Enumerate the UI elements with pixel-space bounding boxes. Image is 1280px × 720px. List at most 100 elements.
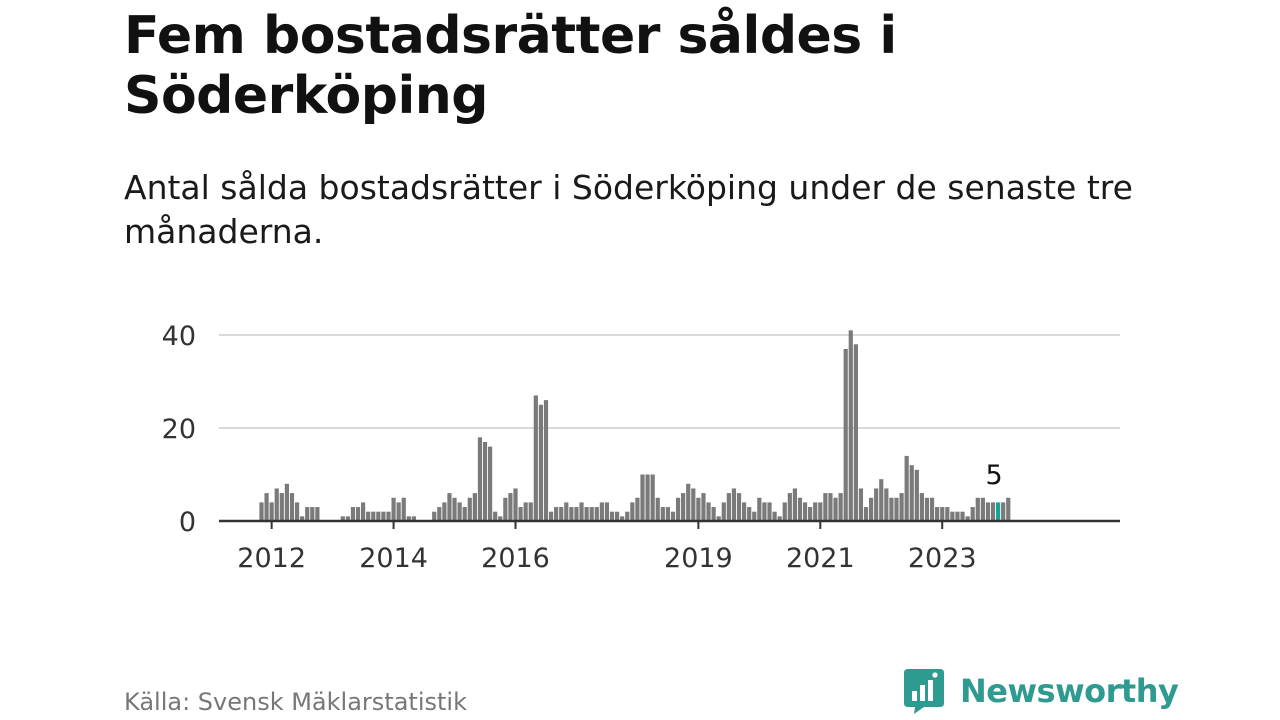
bar [823, 493, 828, 521]
bar [528, 502, 533, 521]
bar [503, 497, 508, 521]
bar [721, 502, 726, 521]
bar [731, 488, 737, 521]
bar [599, 502, 604, 521]
bar [950, 511, 955, 521]
bar [411, 516, 416, 521]
bar [960, 511, 965, 521]
x-tick-label: 2019 [664, 543, 733, 574]
chart-subtitle: Antal sålda bostadsrätter i Söderköping … [124, 168, 1133, 251]
bar [574, 507, 579, 521]
bar [401, 497, 406, 521]
bar [1001, 502, 1006, 521]
bar [615, 511, 620, 521]
bar [701, 493, 706, 521]
bar [828, 493, 833, 521]
bar [858, 488, 864, 521]
bar [787, 493, 792, 521]
bar [838, 493, 843, 521]
bar [853, 344, 858, 521]
bar [442, 502, 447, 521]
highlight-bar [996, 502, 1001, 521]
bar [818, 502, 823, 521]
bar [716, 516, 721, 521]
bar [681, 493, 686, 521]
bar [493, 511, 498, 521]
source-note: Källa: Svensk Mäklarstatistik [124, 688, 467, 716]
bar [538, 404, 543, 521]
bar [543, 400, 549, 521]
bar [609, 511, 615, 521]
bar [305, 507, 310, 521]
bar [797, 497, 803, 521]
bar [300, 516, 305, 521]
bar [736, 493, 742, 521]
bar [767, 502, 772, 521]
bar [970, 507, 975, 521]
bar [869, 497, 874, 521]
bar [345, 516, 350, 521]
bar [391, 497, 396, 521]
bar [350, 507, 356, 521]
bar [640, 474, 645, 521]
bar [604, 502, 610, 521]
bar [833, 497, 838, 521]
bar [284, 483, 289, 521]
bar [513, 488, 518, 521]
x-tick-label: 2023 [908, 543, 977, 574]
bar [808, 507, 813, 521]
bar [726, 493, 731, 521]
bar [935, 507, 940, 521]
bar [782, 502, 787, 521]
bar [965, 516, 970, 521]
bar [884, 488, 889, 521]
bar [533, 395, 538, 521]
bar [584, 507, 589, 521]
bar [620, 516, 625, 521]
bar [843, 348, 848, 521]
x-tick-label: 2012 [237, 543, 306, 574]
bar [294, 502, 300, 521]
bar [665, 507, 670, 521]
bar-chart: 0 20 40 2012 2014 2016 2019 2021 2023 5 [162, 321, 1120, 574]
bar [802, 502, 808, 521]
bar [594, 507, 599, 521]
bar [259, 502, 264, 521]
bar [523, 502, 528, 521]
bar [762, 502, 767, 521]
bar [467, 497, 472, 521]
bar [340, 516, 345, 521]
bar [929, 497, 935, 521]
bar [274, 488, 279, 521]
bar [813, 502, 818, 521]
bar [924, 497, 930, 521]
y-tick-label: 40 [162, 321, 196, 352]
bar [518, 507, 523, 521]
bar [945, 507, 950, 521]
bar [355, 507, 361, 521]
bar [747, 507, 752, 521]
bar [279, 493, 284, 521]
bar [396, 502, 401, 521]
chart-title: Fem bostadsrätter såldes i Söderköping [124, 6, 897, 126]
bar [548, 511, 554, 521]
bar [940, 507, 945, 521]
bar [269, 502, 274, 521]
bar [554, 507, 559, 521]
bar [498, 516, 503, 521]
bar [447, 493, 452, 521]
bar [569, 507, 574, 521]
bar [457, 502, 462, 521]
bar [757, 497, 762, 521]
bar [650, 474, 655, 521]
bar [675, 497, 681, 521]
bar [919, 493, 924, 521]
bar [361, 502, 366, 521]
bar [848, 330, 853, 521]
bar [752, 511, 757, 521]
bar [315, 507, 320, 521]
bar [904, 455, 909, 521]
bar [980, 497, 985, 521]
brand-logo[interactable]: Newsworthy [902, 668, 1179, 714]
bar [437, 507, 442, 521]
